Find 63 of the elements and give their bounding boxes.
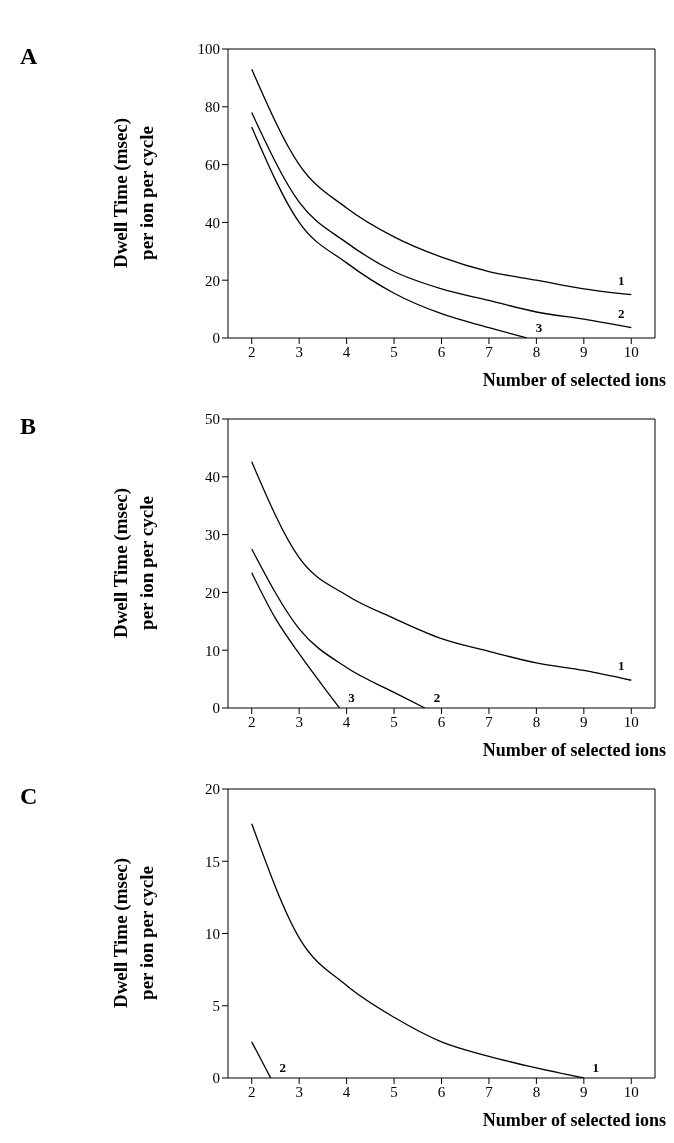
y-tick-label: 15 bbox=[205, 853, 220, 870]
y-tick-label: 30 bbox=[205, 526, 220, 543]
x-tick-label: 10 bbox=[623, 1083, 639, 1100]
text: C bbox=[20, 783, 38, 809]
series-label: 1 bbox=[618, 272, 625, 288]
y-tick-label: 10 bbox=[205, 642, 220, 659]
series-label: 3 bbox=[348, 690, 356, 705]
y-tick-label: 20 bbox=[205, 781, 220, 798]
x-tick-label: 5 bbox=[390, 1083, 398, 1100]
x-tick-label: 2 bbox=[247, 713, 256, 730]
y-tick-label: 10 bbox=[205, 925, 220, 942]
x-tick-label: 4 bbox=[342, 343, 351, 360]
y-tick-label: 80 bbox=[205, 99, 220, 116]
x-tick-label: 3 bbox=[295, 1083, 303, 1100]
x-tick-label: 10 bbox=[623, 713, 639, 730]
y-axis-title: Dwell Time (msec) per ion per cycle bbox=[110, 117, 157, 269]
x-axis-title: Number of selected ions bbox=[482, 740, 666, 761]
x-tick-label: 8 bbox=[532, 713, 541, 730]
y-tick-label: 40 bbox=[205, 469, 220, 486]
series-label: 2 bbox=[279, 1060, 286, 1075]
series-label: 1 bbox=[618, 658, 625, 674]
x-tick-label: 8 bbox=[532, 343, 541, 360]
text: B bbox=[20, 413, 37, 439]
series-label: 1 bbox=[592, 1060, 600, 1075]
x-tick-label: 4 bbox=[342, 1083, 351, 1100]
x-tick-label: 10 bbox=[623, 343, 639, 360]
x-tick-label: 9 bbox=[580, 1083, 588, 1100]
x-tick-label: 3 bbox=[295, 713, 303, 730]
x-tick-label: 6 bbox=[437, 1083, 446, 1100]
y-tick-label: 60 bbox=[205, 156, 220, 173]
line-series bbox=[251, 68, 632, 296]
series-label: 2 bbox=[433, 690, 441, 705]
x-tick-label: 9 bbox=[580, 343, 588, 360]
text: A bbox=[20, 43, 38, 69]
x-tick-label: 5 bbox=[390, 343, 398, 360]
y-axis-title: Dwell Time (msec) per ion per cycle bbox=[110, 487, 157, 639]
x-axis-title: Number of selected ions bbox=[482, 1110, 666, 1131]
y-tick-label: 100 bbox=[197, 41, 220, 58]
series-label: 2 bbox=[618, 305, 625, 321]
x-tick-label: 8 bbox=[532, 1083, 541, 1100]
y-tick-label: 0 bbox=[212, 330, 220, 347]
x-tick-label: 9 bbox=[580, 713, 588, 730]
y-tick-label: 20 bbox=[205, 584, 220, 601]
x-tick-label: 5 bbox=[390, 713, 398, 730]
x-tick-label: 7 bbox=[485, 343, 494, 360]
y-tick-label: 0 bbox=[212, 700, 220, 717]
x-tick-label: 3 bbox=[295, 343, 303, 360]
x-tick-label: 4 bbox=[342, 713, 351, 730]
y-axis-title: Dwell Time (msec) per ion per cycle bbox=[110, 857, 157, 1009]
x-tick-label: 2 bbox=[247, 343, 256, 360]
y-tick-label: 50 bbox=[205, 411, 220, 428]
y-tick-label: 0 bbox=[212, 1070, 220, 1087]
series-label: 3 bbox=[535, 320, 543, 335]
x-tick-label: 6 bbox=[437, 343, 446, 360]
x-tick-label: 7 bbox=[485, 713, 494, 730]
x-tick-label: 7 bbox=[485, 1083, 494, 1100]
y-tick-label: 5 bbox=[212, 998, 220, 1015]
x-tick-label: 2 bbox=[247, 1083, 256, 1100]
y-tick-label: 40 bbox=[205, 214, 220, 231]
y-tick-label: 20 bbox=[205, 272, 220, 289]
x-tick-label: 6 bbox=[437, 713, 446, 730]
x-axis-title: Number of selected ions bbox=[482, 370, 666, 391]
line-series bbox=[251, 461, 632, 681]
